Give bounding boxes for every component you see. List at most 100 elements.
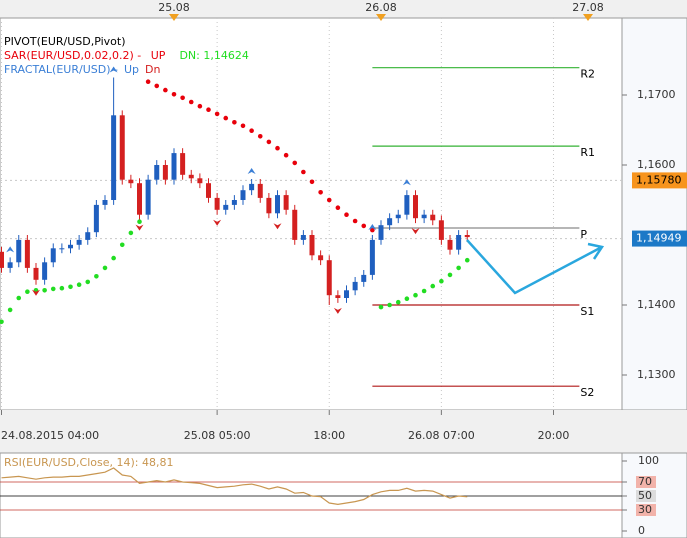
fractal-dn: Dn	[145, 63, 160, 76]
arrow-head	[587, 242, 605, 260]
rsi-y-tick-label: 50	[638, 489, 652, 502]
fractal-up: Up	[124, 63, 139, 76]
pivot-label: P	[580, 228, 587, 241]
sar-dot	[395, 299, 401, 305]
candle-body	[33, 267, 39, 280]
top-date-label: 26.08	[365, 1, 397, 14]
candle-body	[318, 255, 324, 261]
trend-arrow	[466, 239, 601, 295]
candle-body	[154, 165, 160, 180]
sar-up: UP	[151, 49, 166, 62]
candle-body	[214, 197, 220, 210]
candle-body	[171, 153, 177, 180]
candle-body	[378, 225, 384, 240]
sar-dot	[387, 302, 392, 308]
top-date-label: 25.08	[158, 1, 190, 14]
sar-dot	[275, 145, 280, 151]
candle-body	[206, 183, 211, 198]
candle-body	[456, 235, 462, 250]
fractal-down	[32, 289, 40, 296]
candle-body	[162, 165, 168, 180]
sar-dot	[197, 103, 203, 109]
sar-dot	[413, 292, 418, 298]
sar-dot	[447, 272, 453, 278]
top-date-marker	[376, 14, 386, 21]
candle-body	[76, 239, 82, 245]
price-axis	[621, 17, 687, 411]
rsi-y-tick-label: 70	[638, 475, 652, 488]
top-date-marker	[169, 14, 179, 21]
y-tick-label: 1,1400	[637, 298, 676, 311]
candle-body	[231, 200, 237, 205]
sar-dot	[94, 274, 99, 279]
candle-body	[309, 235, 315, 256]
fractal-up	[6, 246, 15, 253]
candle-body	[16, 239, 22, 263]
fractal-label: FRACTAL(EUR/USD) -	[4, 63, 118, 76]
price-tag	[632, 172, 687, 189]
candle-body	[180, 153, 186, 175]
candle-body	[369, 239, 375, 275]
candle-body	[361, 274, 367, 282]
sar-dot	[318, 190, 323, 195]
price-tag-label: 1,14949	[636, 232, 682, 245]
sar-dot	[145, 79, 151, 84]
x-tick-label: 20:00	[538, 429, 570, 442]
sar-legend: SAR(EUR/USD,0.02,0.2) - UP DN: 1,14624	[4, 49, 249, 62]
pivot-title: PIVOT(EUR/USD,Pivot)	[4, 35, 126, 48]
candle-body	[447, 239, 453, 250]
candle-body	[257, 183, 263, 198]
sar-dot	[232, 120, 237, 125]
candle-body	[223, 204, 229, 210]
fractal-up	[368, 224, 377, 230]
sar-dot	[206, 107, 211, 112]
candle-body	[283, 195, 289, 210]
candle-body	[85, 232, 91, 240]
rsi-level-tag	[636, 504, 656, 516]
sar-dot	[137, 219, 142, 224]
sar-dot	[223, 115, 229, 121]
sar-dot	[421, 288, 427, 294]
rsi-level-tag	[636, 476, 656, 488]
fractal-down	[273, 223, 282, 230]
candle-body	[24, 239, 30, 268]
candle-body	[119, 115, 125, 180]
sar-dot	[240, 123, 246, 129]
plot	[0, 18, 622, 410]
sar-dot	[128, 230, 134, 236]
time-axis	[0, 410, 687, 450]
candle-body	[404, 195, 410, 215]
candle-body	[421, 214, 427, 219]
y-tick-label: 1,1600	[637, 158, 676, 171]
sar-dot	[16, 295, 22, 301]
pivot-label: S1	[580, 305, 594, 318]
sar-dot	[188, 99, 194, 105]
sar-dot	[309, 179, 315, 185]
sar-dot	[326, 197, 332, 203]
sar-dot	[7, 307, 13, 313]
candle-body	[300, 235, 306, 240]
sar-dot	[154, 83, 160, 89]
candle-body	[249, 183, 255, 191]
candle-body	[395, 214, 401, 219]
candle-body	[93, 204, 99, 233]
pivot-label: S2	[580, 386, 594, 399]
candle-body	[111, 115, 117, 200]
rsi-title: RSI(EUR/USD,Close, 14): 48,81	[4, 456, 173, 469]
sar-dot	[344, 212, 349, 217]
fractal-down	[213, 219, 222, 226]
candle-body	[464, 235, 470, 238]
rsi-y-tick-label: 100	[638, 454, 659, 467]
sar-dot	[378, 304, 384, 310]
candle-body	[59, 248, 65, 250]
candle-body	[42, 262, 48, 280]
candle-body	[145, 179, 151, 215]
candle-body	[197, 178, 203, 184]
rsi-y-tick-label: 30	[638, 503, 652, 516]
fractal-down	[411, 228, 420, 235]
sar-dot	[171, 92, 177, 97]
candle-body	[292, 209, 298, 240]
rsi-line	[1, 467, 468, 506]
